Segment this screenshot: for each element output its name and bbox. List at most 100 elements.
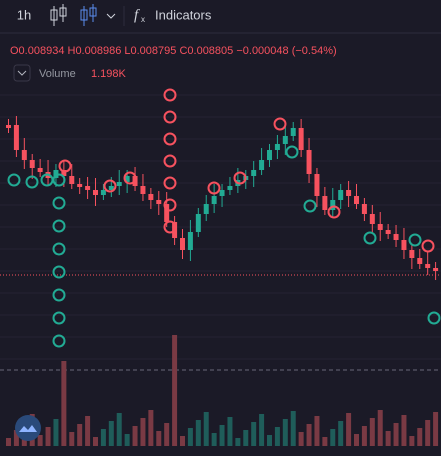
- logo[interactable]: [15, 415, 41, 441]
- candle-body: [69, 176, 75, 184]
- volume-bar: [290, 411, 296, 446]
- volume-bar: [330, 429, 336, 446]
- candle-body: [100, 190, 106, 195]
- marker: [421, 239, 435, 253]
- volume-bar: [69, 432, 75, 446]
- chevron[interactable]: [106, 13, 116, 19]
- marker: [163, 176, 177, 190]
- marker: [123, 171, 137, 185]
- marker: [163, 110, 177, 124]
- candle-body: [425, 264, 431, 268]
- marker: [7, 173, 21, 187]
- collapse-button[interactable]: [13, 64, 31, 82]
- volume-bar: [385, 431, 391, 446]
- volume-bar: [274, 427, 280, 446]
- interval-button[interactable]: 1h: [17, 7, 31, 22]
- candle-body: [322, 196, 328, 210]
- volume-bar: [409, 436, 415, 446]
- close: C0.008805: [179, 45, 233, 57]
- candle-body: [267, 150, 272, 160]
- candle-body: [13, 125, 19, 150]
- candle-body: [211, 196, 217, 204]
- candle-body: [6, 125, 11, 128]
- candle-body: [77, 184, 83, 187]
- volume-bar: [227, 417, 233, 446]
- change: −0.000048 (−0.54%): [236, 45, 336, 57]
- candle-body: [354, 196, 359, 204]
- volume-bar: [298, 432, 304, 446]
- candle-body: [274, 144, 280, 150]
- marker: [363, 231, 377, 245]
- volume-bar: [132, 426, 138, 446]
- volume-bar: [377, 410, 383, 446]
- volume-bar: [401, 415, 407, 446]
- volume-bar: [85, 416, 91, 446]
- marker: [427, 311, 441, 325]
- candle-body: [385, 230, 391, 234]
- ohlc-legend: O0.008934 H0.008986 L0.008795 C0.008805 …: [10, 45, 337, 57]
- volume-bar: [164, 423, 170, 446]
- indicators-button[interactable]: Indicators: [155, 7, 212, 22]
- bars-icon[interactable]: [80, 4, 97, 26]
- candle-body: [21, 150, 27, 160]
- marker: [303, 199, 317, 213]
- volume-bar: [195, 420, 201, 446]
- marker: [52, 173, 66, 187]
- marker: [163, 132, 177, 146]
- volume-label: Volume: [39, 68, 76, 80]
- volume-bar: [322, 437, 328, 446]
- marker: [163, 88, 177, 102]
- candle-body: [346, 190, 352, 196]
- candle-body: [433, 268, 439, 271]
- collapse-chevron[interactable]: [17, 70, 27, 76]
- candle-body: [417, 258, 423, 264]
- volume-bar: [259, 414, 265, 446]
- volume-bar: [203, 412, 209, 446]
- candle-body: [140, 186, 146, 194]
- volume-bar: [251, 422, 257, 446]
- volume-bar: [361, 426, 367, 446]
- candle-body: [401, 240, 407, 250]
- candle-body: [203, 204, 209, 214]
- candle-body: [37, 168, 43, 172]
- candle-body: [330, 200, 336, 210]
- candle-body: [282, 136, 288, 144]
- volume-bar: [108, 421, 114, 446]
- candle-body: [148, 194, 154, 200]
- high: H0.008986: [68, 45, 122, 57]
- marker: [52, 265, 66, 279]
- candle-body: [314, 174, 320, 196]
- marker: [52, 311, 66, 325]
- candle-body: [195, 214, 201, 232]
- candle-body: [29, 160, 35, 168]
- candle-body: [259, 160, 265, 170]
- low: L0.008795: [124, 45, 176, 57]
- volume-bar: [354, 434, 359, 446]
- volume-bar: [338, 421, 344, 446]
- candle-body: [369, 214, 375, 224]
- volume-bar: [124, 434, 130, 446]
- candle-body: [219, 190, 225, 196]
- candle-body: [227, 186, 233, 190]
- marker: [163, 220, 177, 234]
- marker: [408, 233, 422, 247]
- candle-body: [298, 128, 304, 150]
- volume-bar: [37, 435, 43, 446]
- candle-body: [361, 204, 367, 214]
- volume-bar: [100, 429, 106, 446]
- candles: [6, 116, 439, 280]
- marker: [273, 117, 287, 131]
- fx-icon-x[interactable]: x: [141, 15, 145, 24]
- volume-bars: [6, 335, 439, 446]
- candle-body: [409, 250, 415, 258]
- volume-bar: [93, 437, 98, 446]
- volume-bar: [172, 335, 178, 446]
- candle-body: [180, 238, 185, 250]
- volume-bar: [140, 418, 146, 446]
- candle-body: [251, 170, 257, 176]
- fx-icon[interactable]: f: [134, 7, 140, 23]
- candles-icon[interactable]: [50, 4, 67, 26]
- volume-bar: [13, 430, 19, 446]
- marker: [52, 242, 66, 256]
